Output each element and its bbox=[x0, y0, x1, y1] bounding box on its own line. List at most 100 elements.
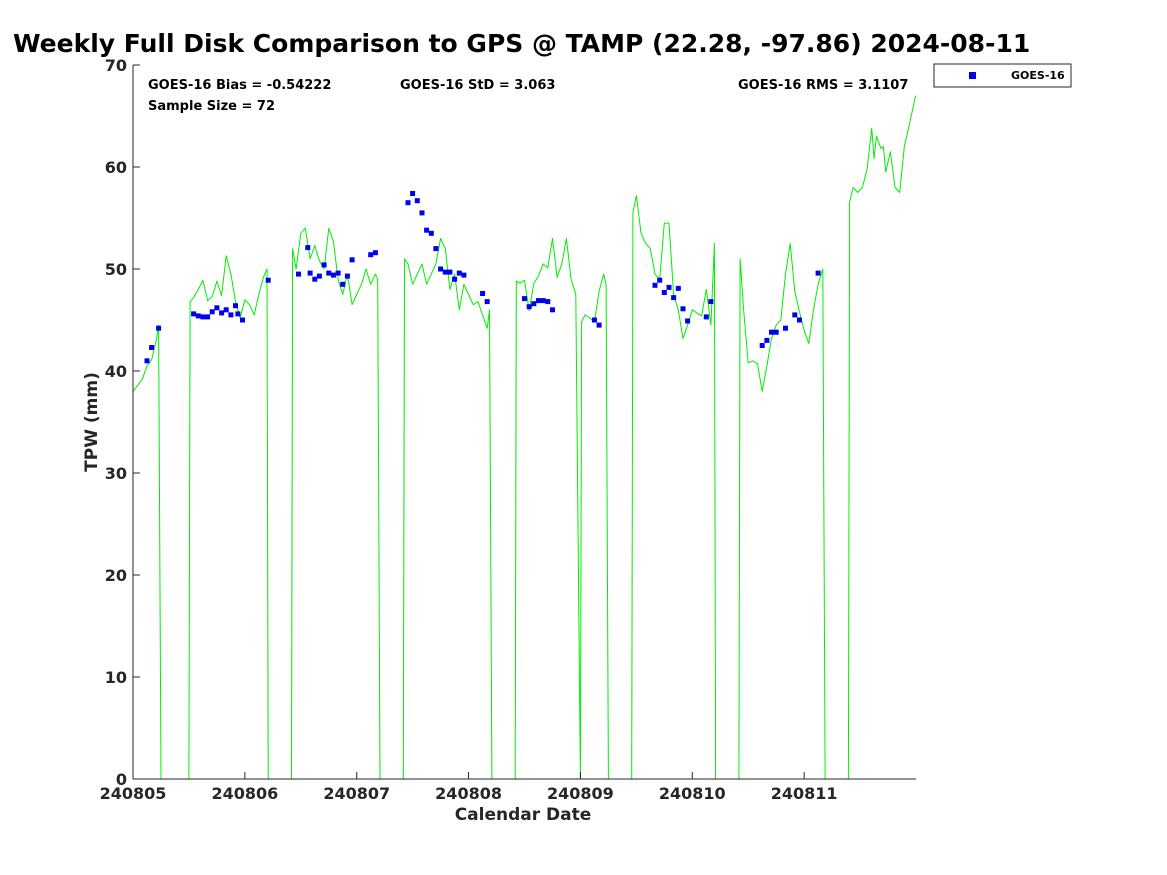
y-tick-label: 30 bbox=[105, 464, 127, 483]
goes16-point bbox=[815, 270, 821, 276]
goes16-point bbox=[228, 312, 234, 318]
goes16-point bbox=[591, 317, 597, 323]
goes16-point bbox=[783, 325, 788, 331]
goes16-point bbox=[442, 269, 448, 275]
rms-stat: GOES-16 RMS = 3.1107 bbox=[738, 78, 908, 93]
gps-tpw-series bbox=[132, 95, 917, 780]
sample-size-stat: Sample Size = 72 bbox=[148, 99, 275, 114]
goes16-point bbox=[652, 282, 658, 288]
x-tick-label: 240808 bbox=[435, 784, 502, 803]
x-tick-label: 240805 bbox=[100, 784, 167, 803]
goes16-point bbox=[536, 298, 541, 304]
goes16-point bbox=[596, 322, 602, 328]
y-tick-label: 40 bbox=[105, 362, 127, 381]
y-axis-label: TPW (mm) bbox=[82, 372, 102, 472]
goes16-point bbox=[149, 345, 155, 350]
goes16-point bbox=[671, 295, 677, 301]
goes16-point bbox=[522, 296, 527, 302]
goes16-point bbox=[769, 329, 774, 335]
goes16-point bbox=[219, 310, 225, 316]
goes16-point bbox=[773, 329, 779, 335]
x-tick-label: 240806 bbox=[211, 784, 278, 803]
x-tick-label: 240807 bbox=[323, 784, 390, 803]
goes16-point bbox=[233, 303, 238, 309]
goes16-point bbox=[550, 307, 555, 313]
goes16-point bbox=[540, 298, 546, 304]
goes16-point bbox=[792, 312, 798, 318]
legend-box bbox=[933, 63, 1072, 88]
y-tick-label: 0 bbox=[116, 770, 127, 789]
gps-tpw-line bbox=[132, 95, 917, 780]
y-tick-label: 20 bbox=[105, 566, 127, 585]
goes16-point bbox=[235, 311, 241, 317]
goes16-tpw-series bbox=[144, 191, 821, 364]
goes16-point bbox=[657, 277, 663, 283]
goes16-point bbox=[368, 252, 374, 258]
legend-entry-goes16: GOES-16 bbox=[1011, 69, 1065, 82]
y-tick-label: 60 bbox=[105, 158, 127, 177]
goes16-point bbox=[708, 299, 714, 305]
goes16-point bbox=[480, 291, 486, 296]
goes16-point bbox=[200, 314, 206, 320]
x-tick-label: 240811 bbox=[771, 784, 838, 803]
goes16-point bbox=[316, 273, 322, 279]
goes16-point bbox=[335, 270, 341, 276]
goes16-point bbox=[330, 272, 336, 278]
goes16-point bbox=[209, 309, 215, 315]
goes16-point bbox=[410, 191, 416, 196]
goes16-point bbox=[372, 250, 378, 256]
goes16-point bbox=[433, 246, 439, 252]
goes16-point bbox=[797, 317, 802, 323]
legend-marker bbox=[969, 72, 976, 79]
y-tick-label: 70 bbox=[105, 56, 127, 75]
goes16-point bbox=[424, 227, 430, 233]
goes16-point bbox=[484, 299, 490, 305]
goes16-point bbox=[240, 317, 245, 323]
goes16-point bbox=[452, 276, 458, 282]
goes16-point bbox=[214, 305, 220, 311]
x-axis-label: Calendar Date bbox=[455, 805, 592, 825]
goes16-point bbox=[340, 281, 346, 287]
goes16-point bbox=[456, 270, 462, 276]
goes16-point bbox=[344, 273, 350, 279]
goes16-point bbox=[759, 343, 765, 348]
y-tick-label: 10 bbox=[105, 668, 127, 687]
y-tick-label: 50 bbox=[105, 260, 127, 279]
goes16-point bbox=[545, 299, 551, 305]
goes16-point bbox=[703, 314, 709, 320]
goes16-point bbox=[326, 270, 332, 276]
y-axis-ticks: 0 10 20 30 40 50 60 70 bbox=[105, 56, 140, 789]
x-tick-label: 240809 bbox=[547, 784, 614, 803]
goes16-point bbox=[156, 325, 162, 331]
goes16-point bbox=[144, 358, 150, 364]
goes16-point bbox=[531, 301, 537, 307]
goes16-point bbox=[526, 304, 532, 310]
goes16-point bbox=[447, 269, 453, 275]
goes16-point bbox=[428, 230, 434, 236]
x-axis-ticks: 240805 240806 240807 240808 240809 240810 2408… bbox=[100, 772, 838, 803]
goes16-point bbox=[438, 266, 444, 272]
goes16-point bbox=[685, 318, 691, 324]
goes16-point bbox=[461, 272, 467, 278]
goes16-point bbox=[675, 285, 681, 291]
plot-axes bbox=[132, 65, 916, 780]
goes16-point bbox=[405, 200, 411, 206]
goes16-point bbox=[419, 210, 425, 216]
goes16-point bbox=[680, 306, 686, 312]
goes16-point bbox=[666, 284, 672, 290]
goes16-point bbox=[223, 307, 229, 313]
x-tick-label: 240810 bbox=[659, 784, 726, 803]
std-stat: GOES-16 StD = 3.063 bbox=[400, 78, 555, 93]
bias-stat: GOES-16 Bias = -0.54222 bbox=[148, 78, 331, 93]
legend: GOES-16 bbox=[933, 63, 1072, 88]
goes16-point bbox=[191, 311, 197, 317]
goes16-point bbox=[307, 270, 313, 276]
goes16-point bbox=[321, 262, 327, 268]
goes16-point bbox=[205, 314, 211, 320]
goes16-point bbox=[414, 198, 420, 204]
goes16-point bbox=[195, 313, 201, 319]
goes16-point bbox=[312, 276, 318, 282]
goes16-point bbox=[349, 257, 355, 263]
